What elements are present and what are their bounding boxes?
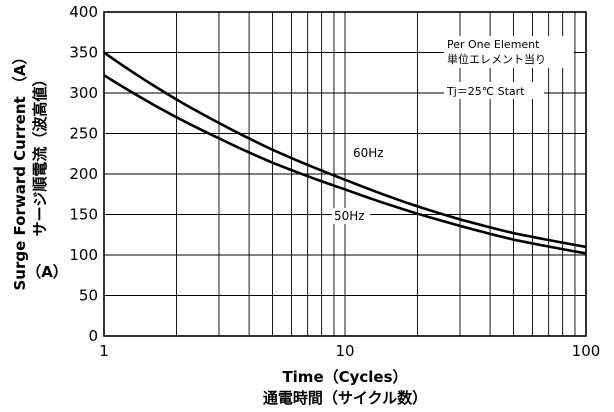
annotation-background: [444, 36, 574, 68]
y-tick-label: 150: [69, 206, 98, 224]
y-tick-label: 50: [79, 287, 98, 305]
series-label-50hz: 50Hz: [334, 209, 365, 223]
annotation-box: Per One Element 単位エレメント当り Tj＝25℃ Start: [444, 36, 574, 99]
y-tick-label: 0: [88, 327, 98, 345]
annotation-line-1: Per One Element: [447, 38, 540, 51]
x-tick-label: 1: [99, 342, 109, 360]
series-label-60hz: 60Hz: [353, 146, 384, 160]
y-axis-unit: （A）: [26, 263, 68, 281]
label-60hz-background: [351, 145, 391, 161]
series-line-60hz: [103, 51, 587, 249]
y-tick-label: 250: [69, 125, 98, 143]
x-axis-title-jp: 通電時間（サイクル数）: [263, 389, 427, 407]
annotation-line-2: 単位エレメント当り: [447, 52, 546, 66]
x-tick-label: 100: [572, 342, 601, 360]
series-line-50hz: [103, 74, 587, 255]
annotation-background-2: [444, 82, 544, 99]
annotation-line-3: Tj＝25℃ Start: [446, 85, 525, 98]
x-tick-label: 10: [335, 342, 354, 360]
x-axis-title: Time（Cycles）: [282, 368, 407, 386]
y-tick-label: 200: [69, 165, 98, 183]
series-labels: 60Hz 50Hz: [332, 145, 391, 224]
y-tick-label: 300: [69, 84, 98, 102]
series-curves: [103, 51, 587, 255]
plot-frame: [103, 11, 587, 337]
tick-labels: 0 50 100 150 200 250 300 350 400 1 10 100: [69, 3, 600, 360]
y-tick-label: 100: [69, 246, 98, 264]
label-50hz-background: [332, 208, 370, 224]
y-axis-title-jp: サージ順電流（波高値）: [31, 72, 49, 237]
y-axis-title: Surge Forward Current （A）: [11, 49, 29, 290]
y-tick-label: 350: [69, 44, 98, 62]
y-tick-label: 400: [69, 3, 98, 21]
